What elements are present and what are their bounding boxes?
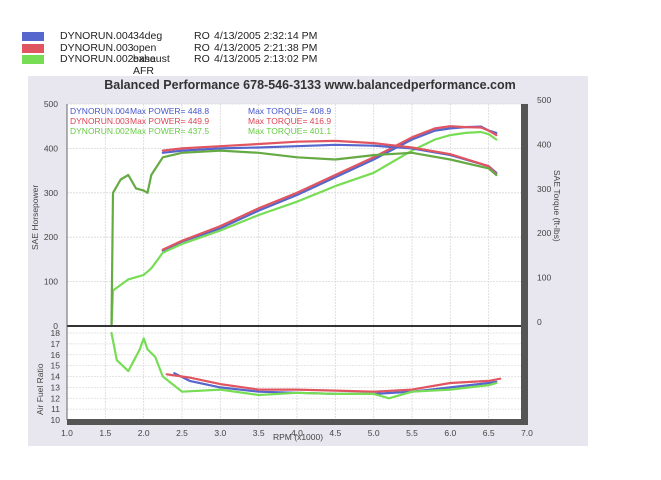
afr-tick-label: 11 <box>51 404 60 414</box>
right-axis-label: SAE Torque (ft-lbs) <box>552 170 562 242</box>
left-tick-label: 500 <box>44 99 58 109</box>
x-tick-label: 5.5 <box>406 428 418 438</box>
stat-run: DYNORUN.002 <box>70 126 130 136</box>
afr-axis-label: Air Fuel Ratio <box>35 363 45 415</box>
right-tick-label: 500 <box>537 95 551 105</box>
x-tick-label: 6.5 <box>483 428 495 438</box>
right-tick-label: 200 <box>537 228 551 238</box>
x-tick-label: 2.5 <box>176 428 188 438</box>
afr-tick-label: 14 <box>51 372 61 382</box>
series-line <box>110 130 498 328</box>
afr-tick-label: 12 <box>51 393 61 403</box>
series-line <box>110 331 498 400</box>
stat-run: DYNORUN.003 <box>70 116 130 126</box>
right-tick-label: 0 <box>537 317 542 327</box>
bottom-frame-shadow <box>67 419 528 425</box>
afr-tick-label: 10 <box>51 415 61 425</box>
legend-swatch <box>22 43 44 53</box>
afr-tick-label: 16 <box>51 350 61 360</box>
afr-tick-label: 13 <box>51 382 61 392</box>
stat-power: Max POWER= 448.8 <box>130 106 210 116</box>
right-tick-label: 100 <box>537 273 551 283</box>
legend-date: 4/13/2005 2:13:02 PM <box>214 53 318 65</box>
left-tick-label: 200 <box>44 232 58 242</box>
x-tick-label: 7.0 <box>521 428 533 438</box>
stat-torque: Max TORQUE= 416.9 <box>248 116 332 126</box>
x-tick-label: 4.5 <box>329 428 341 438</box>
right-tick-label: 400 <box>537 139 551 149</box>
chart-title: Balanced Performance 678-546-3133 www.ba… <box>104 78 516 92</box>
x-tick-label: 3.5 <box>253 428 265 438</box>
data-lines <box>110 125 502 400</box>
legend-swatch <box>22 55 44 64</box>
legend-file: DYNORUN.002 <box>60 53 134 65</box>
afr-tick-label: 18 <box>51 328 61 338</box>
left-tick-label: 400 <box>44 143 58 153</box>
legend-desc: open exhaust <box>133 41 170 65</box>
legend-file: DYNORUN.003 <box>60 41 134 54</box>
series-line <box>161 139 498 176</box>
left-tick-label: 300 <box>44 188 58 198</box>
stat-torque: Max TORQUE= 408.9 <box>248 106 332 116</box>
x-tick-label: 6.0 <box>444 428 456 438</box>
stat-torque: Max TORQUE= 401.1 <box>248 126 332 136</box>
x-tick-label: 1.0 <box>61 428 73 438</box>
legend-ro: RO <box>194 30 210 42</box>
afr-tick-label: 15 <box>51 361 61 371</box>
x-tick-label: 5.0 <box>368 428 380 438</box>
left-tick-label: 0 <box>53 321 58 331</box>
legend-date: 4/13/2005 2:32:14 PM <box>214 30 318 42</box>
x-tick-label: 2.0 <box>138 428 150 438</box>
x-tick-label: 3.0 <box>214 428 226 438</box>
legend-ro: RO <box>194 41 210 54</box>
right-frame-shadow <box>521 104 528 424</box>
stat-power: Max POWER= 437.5 <box>130 126 210 136</box>
left-axis-label: SAE Horsepower <box>30 185 40 250</box>
stat-run: DYNORUN.004 <box>70 106 130 116</box>
legend-file: DYNORUN.004 <box>60 30 134 42</box>
right-tick-label: 300 <box>537 184 551 194</box>
stat-power: Max POWER= 449.9 <box>130 116 210 126</box>
x-tick-label: 1.5 <box>99 428 111 438</box>
x-tick-label: 4.0 <box>291 428 303 438</box>
legend-desc: 34deg <box>133 30 163 42</box>
x-axis-label: RPM (x1000) <box>273 432 323 442</box>
legend-date: 4/13/2005 2:21:38 PM <box>214 41 318 54</box>
series-line <box>165 373 502 393</box>
left-tick-label: 100 <box>44 277 58 287</box>
afr-tick-label: 17 <box>51 339 61 349</box>
axis-ticks: 1.0 1.5 2.0 2.5 3.0 3.5 4.0 4.5 5.0 5.5 6.0 6.5 7.0 0… <box>44 95 552 438</box>
legend-desc: base AFR <box>133 53 156 77</box>
series-line <box>110 149 498 328</box>
legend-swatch <box>22 32 44 41</box>
legend-ro: RO <box>194 53 210 65</box>
